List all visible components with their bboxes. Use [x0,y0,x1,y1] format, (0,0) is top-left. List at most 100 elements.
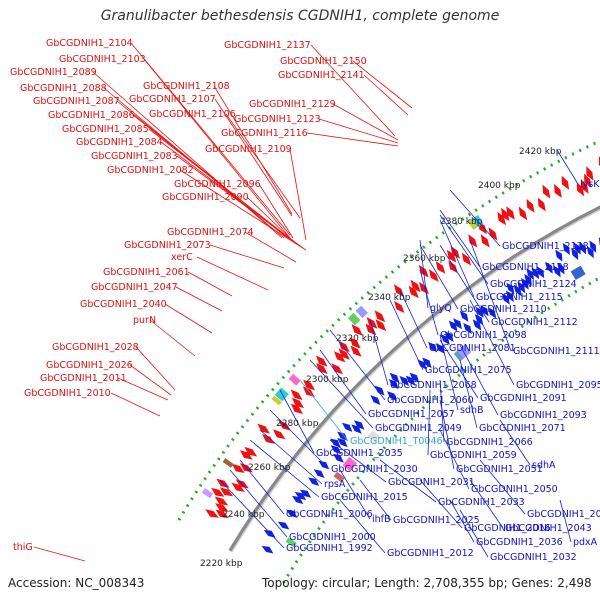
feature-block [367,430,381,443]
reverse-leader-line [269,409,330,470]
forward-gene-label: GbCGDNIH1_2083 [91,151,178,162]
reverse-gene [505,290,514,302]
reverse-gene [524,274,532,286]
reverse-leader-line [459,509,489,558]
feature-block [333,471,345,483]
kbp-tick-label: 2220 kbp [200,559,243,569]
forward-gene [506,206,515,220]
reverse-gene [587,246,594,259]
reverse-gene-label: GbCGDNIH1_2128 [482,262,569,273]
forward-gene [581,179,589,194]
reverse-gene-labels: lysK GbCGDNIH1_2138 GbCGDNIH1_2128 GbCGDNIH… [219,149,600,563]
forward-gene [561,175,570,190]
reverse-gene [389,372,400,383]
forward-leader-line [110,392,161,417]
reverse-gene [488,307,497,319]
feature-block [570,265,586,280]
forward-leader-line [179,169,307,251]
reverse-gene-label: GbCGDNIH1_2071 [479,423,566,434]
forward-leader-line [187,271,233,297]
reverse-leader-line [439,214,489,285]
reverse-leader-line [419,244,459,310]
forward-gene [375,319,387,332]
forward-gene [231,482,245,492]
reverse-gene-label: GbCGDNIH1_2050 [471,484,558,495]
reverse-gene [354,420,365,430]
reverse-gene-label: GbCGDNIH1_2043 [505,523,592,534]
reverse-gene-label: GbCGDNIH1_2057 [368,409,455,420]
feature-block [274,387,289,402]
reverse-gene-label: GbCGDNIH1_2068 [390,380,477,391]
forward-gene-label: GbCGDNIH1_2047 [91,282,178,293]
reverse-leader-line [219,479,285,549]
reverse-leader-line [299,379,349,442]
forward-leader-line [289,148,307,241]
forward-leader-line [129,364,172,396]
summary-text: Topology: circular; Length: 2,708,355 bp… [262,576,592,590]
forward-leader-line [196,256,269,291]
reverse-leader-line [419,239,429,309]
reverse-gene [555,249,563,262]
reverse-gene [422,357,432,368]
feature-block [271,395,282,406]
forward-gene-label: GbCGDNIH1_2087 [33,96,120,107]
forward-gene [542,184,551,199]
forward-gene-label: GbCGDNIH1_2096 [174,179,261,190]
feature-block [201,488,214,499]
forward-gene-label: GbCGDNIH1_2089 [10,67,97,78]
reverse-gene-label: GbCGDNIH1_2015 [321,492,408,503]
reverse-gene [474,314,484,326]
forward-gene [290,389,303,401]
reverse-gene-label: GbCGDNIH1_2124 [490,279,577,290]
reverse-gene-label: GbCGDNIH1_2066 [446,437,533,448]
reverse-gene [480,305,489,317]
forward-gene-labels: GbCGDNIH1_2104 GbCGDNIH1_2103 GbCGDNIH1_20… [10,38,413,562]
reverse-gene-label: GbCGDNIH1_2093 [500,410,587,421]
reverse-gene [521,278,529,290]
forward-gene-label: GbCGDNIH1_2010 [24,388,111,399]
forward-gene [231,463,245,473]
reverse-leader-line [419,269,439,336]
reverse-leader-line [359,479,392,521]
forward-gene [366,317,378,329]
reverse-leader-line [319,349,367,415]
forward-gene-label: GbCGDNIH1_2129 [249,99,336,110]
reverse-leader-line [469,299,515,386]
reverse-leader-line [399,289,428,349]
reverse-gene-label: GbCGDNIH1_2035 [316,448,403,459]
kbp-tick-label: 2240 kbp [222,510,265,520]
reverse-leader-line [379,459,437,503]
forward-gene-label: GbCGDNIH1_2123 [234,114,321,125]
forward-gene [350,345,362,357]
reverse-gene [308,477,320,486]
reverse-gene [526,268,534,281]
reverse-leader-line [439,334,459,411]
reverse-leader-line [439,219,475,298]
forward-leader-line [310,44,396,137]
reverse-gene [277,521,290,530]
forward-leader-line [332,103,399,141]
kbp-tick-label: 2360 kbp [403,254,446,264]
forward-gene-label: GbCGDNIH1_2103 [59,54,146,65]
forward-gene-label: GbCGDNIH1_2107 [129,94,216,105]
forward-gene-label: GbCGDNIH1_2106 [149,109,236,120]
reverse-gene-label: GbCGDNIH1_2059 [430,450,517,461]
reverse-gene-label: GbCGDNIH1_2032 [490,552,577,563]
reverse-gene [475,306,484,318]
reverse-gene [409,372,420,383]
forward-gene-label: GbCGDNIH1_2074 [167,227,254,238]
reverse-leader-line [419,479,463,529]
forward-gene [349,337,361,349]
reverse-gene-label: GbCGDNIH1_2031 [388,477,475,488]
forward-gene-label: GbCGDNIH1_2028 [52,342,139,353]
forward-gene-label: GbCGDNIH1_2061 [103,267,190,278]
feature-block [355,305,368,319]
forward-gene [497,211,506,226]
forward-leader-line [209,244,285,269]
feature-block [342,456,357,472]
reverse-gene [545,261,553,274]
forward-leader-line [214,98,293,217]
forward-gene [501,207,510,222]
feature-block [285,537,297,548]
reverse-gene [444,331,454,342]
